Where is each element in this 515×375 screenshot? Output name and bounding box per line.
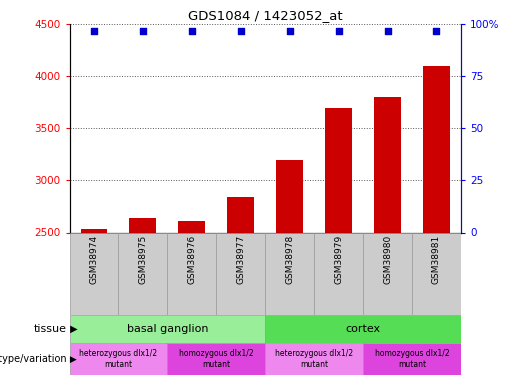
Point: [187, 28, 196, 34]
Text: GSM38974: GSM38974: [90, 235, 98, 284]
Bar: [314, 232, 363, 315]
Text: tissue: tissue: [34, 324, 67, 334]
Bar: [412, 232, 461, 315]
Text: GSM38977: GSM38977: [236, 235, 245, 284]
Bar: [216, 232, 265, 315]
Point: [432, 28, 440, 34]
Text: genotype/variation: genotype/variation: [0, 354, 67, 364]
Bar: [374, 97, 401, 232]
Text: GSM38981: GSM38981: [432, 235, 441, 284]
Text: heterozygous dlx1/2
mutant: heterozygous dlx1/2 mutant: [275, 350, 353, 369]
Bar: [167, 232, 216, 315]
Point: [139, 28, 147, 34]
Point: [383, 28, 391, 34]
Bar: [363, 232, 412, 315]
Text: cortex: cortex: [346, 324, 381, 334]
Bar: [363, 343, 461, 375]
Text: homozygous dlx1/2
mutant: homozygous dlx1/2 mutant: [179, 350, 253, 369]
Bar: [70, 232, 118, 315]
Text: ▶: ▶: [67, 324, 78, 334]
Point: [90, 28, 98, 34]
Bar: [80, 230, 108, 232]
Bar: [178, 220, 205, 232]
Text: heterozygous dlx1/2
mutant: heterozygous dlx1/2 mutant: [79, 350, 158, 369]
Bar: [276, 160, 303, 232]
Text: homozygous dlx1/2
mutant: homozygous dlx1/2 mutant: [375, 350, 449, 369]
Text: GSM38980: GSM38980: [383, 235, 392, 284]
Bar: [227, 197, 254, 232]
Text: GSM38979: GSM38979: [334, 235, 343, 284]
Bar: [265, 232, 314, 315]
Bar: [423, 66, 450, 232]
Bar: [129, 218, 157, 232]
Point: [335, 28, 343, 34]
Bar: [325, 108, 352, 232]
Point: [236, 28, 245, 34]
Text: basal ganglion: basal ganglion: [127, 324, 208, 334]
Text: GSM38975: GSM38975: [139, 235, 147, 284]
Text: ▶: ▶: [67, 355, 77, 364]
Bar: [265, 315, 461, 343]
Bar: [70, 343, 167, 375]
Point: [285, 28, 294, 34]
Text: GSM38978: GSM38978: [285, 235, 294, 284]
Bar: [70, 315, 265, 343]
Bar: [118, 232, 167, 315]
Bar: [265, 343, 363, 375]
Text: GSM38976: GSM38976: [187, 235, 196, 284]
Bar: [167, 343, 265, 375]
Title: GDS1084 / 1423052_at: GDS1084 / 1423052_at: [188, 9, 342, 22]
